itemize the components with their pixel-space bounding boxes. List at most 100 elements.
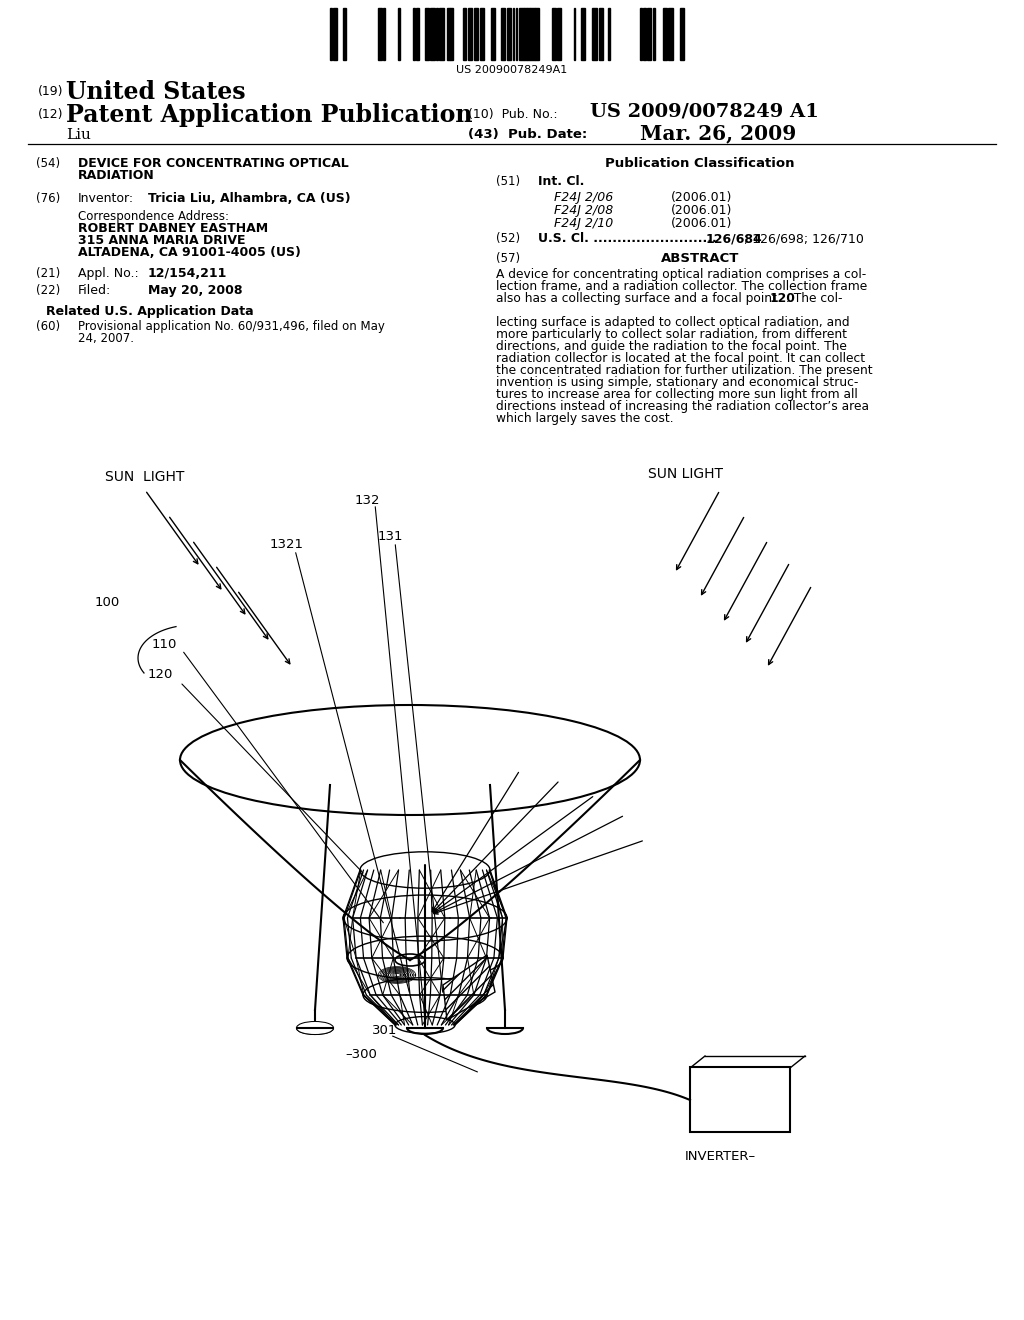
Text: (2006.01): (2006.01) <box>671 205 732 216</box>
Bar <box>468 8 472 59</box>
Bar <box>552 8 556 59</box>
Text: 100: 100 <box>95 597 120 610</box>
Text: United States: United States <box>66 81 246 104</box>
Text: lection frame, and a radiation collector. The collection frame: lection frame, and a radiation collector… <box>496 280 867 293</box>
Text: Correspondence Address:: Correspondence Address: <box>78 210 229 223</box>
Text: (19): (19) <box>38 84 63 98</box>
Text: DEVICE FOR CONCENTRATING OPTICAL: DEVICE FOR CONCENTRATING OPTICAL <box>78 157 349 170</box>
Text: (57): (57) <box>496 252 520 265</box>
Bar <box>690 1067 790 1133</box>
Ellipse shape <box>297 1022 333 1034</box>
Text: (10)  Pub. No.:: (10) Pub. No.: <box>468 108 558 121</box>
Bar <box>524 8 526 59</box>
Bar <box>425 8 429 59</box>
Text: which largely saves the cost.: which largely saves the cost. <box>496 412 674 425</box>
Text: (2006.01): (2006.01) <box>671 216 732 230</box>
Text: 131: 131 <box>378 531 403 544</box>
Bar <box>417 8 420 59</box>
Text: 301: 301 <box>372 1023 397 1036</box>
Text: May 20, 2008: May 20, 2008 <box>148 284 243 297</box>
Bar <box>536 8 539 59</box>
Bar <box>436 8 438 59</box>
Text: (12): (12) <box>38 108 63 121</box>
Text: also has a collecting surface and a focal point: also has a collecting surface and a foca… <box>496 292 780 305</box>
Bar <box>446 8 450 59</box>
Text: Liu: Liu <box>66 128 91 143</box>
Polygon shape <box>443 954 495 1020</box>
Text: INVERTER–: INVERTER– <box>685 1150 756 1163</box>
Text: (21): (21) <box>36 267 60 280</box>
Text: radiation collector is located at the focal point. It can collect: radiation collector is located at the fo… <box>496 352 865 366</box>
Text: (52): (52) <box>496 232 520 246</box>
Text: ALTADENA, CA 91001-4005 (US): ALTADENA, CA 91001-4005 (US) <box>78 246 301 259</box>
Bar <box>640 8 642 59</box>
Text: SUN LIGHT: SUN LIGHT <box>648 467 723 480</box>
Bar <box>430 8 435 59</box>
Bar <box>668 8 673 59</box>
Bar <box>413 8 415 59</box>
Bar <box>680 8 684 59</box>
Text: (43)  Pub. Date:: (43) Pub. Date: <box>468 128 587 141</box>
Text: ; 126/698; 126/710: ; 126/698; 126/710 <box>744 232 864 246</box>
Text: Related U.S. Application Data: Related U.S. Application Data <box>46 305 254 318</box>
Bar <box>473 8 478 59</box>
Text: 132: 132 <box>355 494 381 507</box>
Text: US 2009/0078249 A1: US 2009/0078249 A1 <box>590 103 819 121</box>
Text: A device for concentrating optical radiation comprises a col-: A device for concentrating optical radia… <box>496 268 866 281</box>
Bar <box>516 8 517 59</box>
Text: invention is using simple, stationary and economical struc-: invention is using simple, stationary an… <box>496 376 858 389</box>
Text: Filed:: Filed: <box>78 284 112 297</box>
Text: RADIATION: RADIATION <box>78 169 155 182</box>
Bar <box>383 8 385 59</box>
Text: 110: 110 <box>152 639 177 652</box>
Bar <box>330 8 332 59</box>
Bar <box>507 8 511 59</box>
Text: Int. Cl.: Int. Cl. <box>538 176 585 187</box>
Text: Patent Application Publication: Patent Application Publication <box>66 103 472 127</box>
Text: Appl. No.:: Appl. No.: <box>78 267 138 280</box>
Text: tures to increase area for collecting more sun light from all: tures to increase area for collecting mo… <box>496 388 858 401</box>
Text: Inventor:: Inventor: <box>78 191 134 205</box>
Text: ABSTRACT: ABSTRACT <box>660 252 739 265</box>
Text: F24J 2/10: F24J 2/10 <box>554 216 613 230</box>
Text: directions, and guide the radiation to the focal point. The: directions, and guide the radiation to t… <box>496 341 847 352</box>
Bar <box>647 8 651 59</box>
Text: –300: –300 <box>345 1048 377 1061</box>
Text: Provisional application No. 60/931,496, filed on May: Provisional application No. 60/931,496, … <box>78 319 385 333</box>
Bar <box>663 8 667 59</box>
Text: US 20090078249A1: US 20090078249A1 <box>457 65 567 75</box>
Text: (76): (76) <box>36 191 60 205</box>
Bar <box>479 8 484 59</box>
Bar <box>501 8 505 59</box>
Text: (22): (22) <box>36 284 60 297</box>
Bar <box>557 8 560 59</box>
Text: 120: 120 <box>770 292 796 305</box>
Text: 24, 2007.: 24, 2007. <box>78 333 134 345</box>
Bar <box>519 8 523 59</box>
Text: (51): (51) <box>496 176 520 187</box>
Text: 12/154,211: 12/154,211 <box>148 267 227 280</box>
Bar <box>378 8 382 59</box>
Bar <box>573 8 575 59</box>
Text: (54): (54) <box>36 157 60 170</box>
Bar <box>451 8 453 59</box>
Bar <box>463 8 466 59</box>
Text: Tricia Liu, Alhambra, CA (US): Tricia Liu, Alhambra, CA (US) <box>148 191 350 205</box>
Text: U.S. Cl. ..........................: U.S. Cl. .......................... <box>538 232 721 246</box>
Text: (60): (60) <box>36 319 60 333</box>
Bar <box>592 8 597 59</box>
Text: Mar. 26, 2009: Mar. 26, 2009 <box>640 123 797 143</box>
Text: 126/684: 126/684 <box>706 232 763 246</box>
Bar <box>653 8 655 59</box>
Text: 1321: 1321 <box>270 539 304 552</box>
Text: . The col-: . The col- <box>786 292 843 305</box>
Text: Publication Classification: Publication Classification <box>605 157 795 170</box>
Bar <box>513 8 514 59</box>
Text: the concentrated radiation for further utilization. The present: the concentrated radiation for further u… <box>496 364 872 378</box>
Text: F24J 2/06: F24J 2/06 <box>554 191 613 205</box>
Bar <box>608 8 610 59</box>
Text: SUN  LIGHT: SUN LIGHT <box>105 470 184 484</box>
Bar <box>490 8 495 59</box>
Bar <box>530 8 535 59</box>
Bar <box>343 8 346 59</box>
